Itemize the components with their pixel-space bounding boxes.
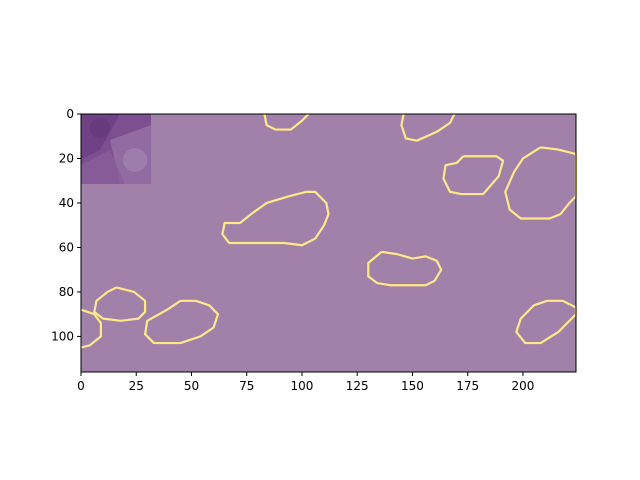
x-axis: 0 25 50 75 100 125 150 175 200 [77, 372, 534, 393]
x-tick-label: 100 [291, 379, 314, 393]
y-tick-label: 100 [51, 329, 74, 343]
x-tick-label: 50 [184, 379, 199, 393]
contour-c1 [263, 113, 310, 131]
x-tick-label: 200 [512, 379, 535, 393]
contour-c7 [93, 286, 147, 322]
x-tick-label: 150 [401, 379, 424, 393]
x-tick-label: 75 [239, 379, 254, 393]
image-background [81, 114, 576, 372]
contour-c5 [221, 190, 330, 247]
x-tick-label: 125 [346, 379, 369, 393]
x-tick-label: 175 [456, 379, 479, 393]
y-axis: 0 20 40 60 80 100 [51, 107, 81, 343]
x-tick-label: 25 [129, 379, 144, 393]
contour-c9 [143, 299, 220, 345]
contour-c10 [515, 299, 578, 345]
y-tick-label: 0 [66, 107, 74, 121]
contour-c2 [400, 113, 456, 142]
axes-frame [80, 113, 577, 373]
x-tick-label: 0 [77, 379, 85, 393]
tissue-inset-texture [123, 148, 147, 172]
contour-c3 [442, 155, 505, 196]
contour-layer [80, 113, 578, 349]
axes-area [80, 113, 578, 373]
contour-c6 [367, 250, 443, 287]
y-tick-label: 20 [59, 151, 74, 165]
y-tick-label: 60 [59, 240, 74, 254]
tissue-inset [81, 114, 151, 184]
contour-c8 [80, 308, 102, 349]
y-tick-label: 80 [59, 285, 74, 299]
y-tick-label: 40 [59, 196, 74, 210]
tissue-inset-texture [81, 150, 125, 184]
tissue-inset-texture [90, 118, 110, 138]
